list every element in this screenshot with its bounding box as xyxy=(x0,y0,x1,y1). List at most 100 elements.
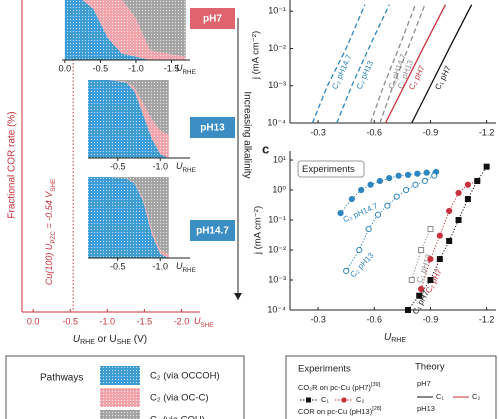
marker xyxy=(446,237,453,244)
marker xyxy=(384,202,391,209)
pzc-label-part: Cu(100) U xyxy=(44,243,54,285)
marker xyxy=(348,195,355,203)
x-tick-label: -1.0 xyxy=(152,261,168,271)
x-axis-title-part: SHE xyxy=(117,339,132,346)
x-tick-label: -1.2 xyxy=(479,127,495,137)
marker xyxy=(436,232,443,239)
marker xyxy=(427,255,434,263)
marker xyxy=(414,170,421,177)
marker xyxy=(474,177,481,184)
y-tick-label: 10⁻¹ xyxy=(268,214,286,224)
she-tick-label: -2.0 xyxy=(174,316,190,326)
area-texture xyxy=(64,0,186,60)
panel-letter: c xyxy=(262,141,269,156)
y-axis-title: j (mA cm⁻²) xyxy=(251,31,262,80)
legend-item: C₁ xyxy=(321,395,329,404)
she-tick-label: -0.5 xyxy=(62,316,78,326)
trend-line xyxy=(407,166,488,311)
annotation: Experiments xyxy=(302,164,355,175)
marker xyxy=(427,226,434,233)
marker xyxy=(436,256,443,263)
legend-group-title: COR on pc-Cu (pH13) xyxy=(298,407,373,416)
y-tick-label: 10⁻¹ xyxy=(268,6,286,16)
marker xyxy=(404,171,412,178)
annotation-box xyxy=(297,160,365,178)
area-texture xyxy=(88,177,169,258)
marker xyxy=(421,177,428,185)
marker xyxy=(427,277,434,284)
she-tick-label: 0.0 xyxy=(27,316,40,326)
pathways-box xyxy=(5,355,245,419)
marker xyxy=(423,169,430,176)
x-tick-label: -0.3 xyxy=(310,314,326,324)
x-axis-title-part: U xyxy=(73,334,81,345)
she-unit-part: SHE xyxy=(201,322,214,329)
label-box xyxy=(190,117,235,138)
x-tick-label: -0.9 xyxy=(423,127,439,137)
marker xyxy=(408,277,415,284)
marker xyxy=(455,217,462,224)
x-axis-title-part: U xyxy=(384,332,392,343)
marker xyxy=(365,225,372,233)
legend-theory-group: pH13 xyxy=(417,404,435,413)
area-texture xyxy=(122,0,186,57)
label-box xyxy=(190,8,235,29)
marker xyxy=(386,174,393,182)
area-texture xyxy=(82,0,186,60)
legend-ref: [28] xyxy=(372,406,382,412)
legend-marker xyxy=(341,397,347,403)
legend-box xyxy=(285,355,497,419)
x-unit-part: RHE xyxy=(183,267,196,274)
legend-label: C₁ (via COH) xyxy=(150,415,205,419)
legend-theory-group: pH7 xyxy=(417,379,431,388)
pathways-title: Pathways xyxy=(40,373,83,384)
curve xyxy=(411,4,473,124)
x-tick-label: -1.2 xyxy=(479,314,495,324)
legend-group: CO₂R on pc-Cu (pH7)[39] xyxy=(298,382,381,392)
she-tick-label: -1.5 xyxy=(137,316,153,326)
marker xyxy=(343,267,350,275)
y-axis-title: j (mA cm⁻²) xyxy=(253,206,264,255)
y-tick-label: 10⁻⁴ xyxy=(267,304,286,314)
y-tick-label: 10⁻³ xyxy=(268,80,286,90)
marker xyxy=(455,189,462,197)
legend-group: COR on pc-Cu (pH13)[28] xyxy=(298,406,382,416)
x-axis-title: URHE xyxy=(384,332,406,345)
curve xyxy=(384,4,447,124)
she-tick-label: -1.0 xyxy=(100,316,116,326)
marker xyxy=(376,177,383,185)
x-tick-label: -0.5 xyxy=(110,161,126,171)
marker xyxy=(417,285,425,293)
x-axis-title-part: U xyxy=(109,334,116,345)
legend-swatch-texture xyxy=(100,410,140,419)
y-tick-label: 10⁻³ xyxy=(268,274,286,284)
marker xyxy=(403,186,410,194)
x-axis-title-part: RHE xyxy=(80,339,95,346)
she-unit: USHE xyxy=(194,316,213,329)
marker xyxy=(412,181,419,188)
pzc-label-part: SHE xyxy=(50,179,57,192)
x-tick-label: -0.6 xyxy=(367,314,383,324)
legend-theory-title: Theory xyxy=(415,362,445,373)
panel-label: pH14.7 xyxy=(196,226,229,237)
pzc-label-part: = -0.54 V xyxy=(44,191,54,231)
marker xyxy=(431,172,438,179)
x-tick-label: 0.0 xyxy=(59,63,72,73)
x-axis-title: URHE or USHE (V) xyxy=(73,334,147,347)
x-tick-label: -1.5 xyxy=(164,63,180,73)
marker xyxy=(395,172,402,179)
curve xyxy=(379,4,426,124)
x-tick-label: -0.6 xyxy=(367,127,383,137)
y-tick-label: 10⁻² xyxy=(268,244,286,254)
legend-item: C₂ xyxy=(356,395,364,404)
legend-swatch-texture xyxy=(100,388,140,407)
x-tick-label: -0.9 xyxy=(423,314,439,324)
she-unit-part: U xyxy=(194,316,201,326)
marker xyxy=(464,196,471,203)
marker xyxy=(356,246,363,254)
x-unit: URHE xyxy=(176,261,196,274)
x-unit-part: U xyxy=(176,63,183,73)
panel-label: pH13 xyxy=(200,123,225,134)
x-unit-part: RHE xyxy=(183,167,196,174)
marker xyxy=(404,307,411,313)
